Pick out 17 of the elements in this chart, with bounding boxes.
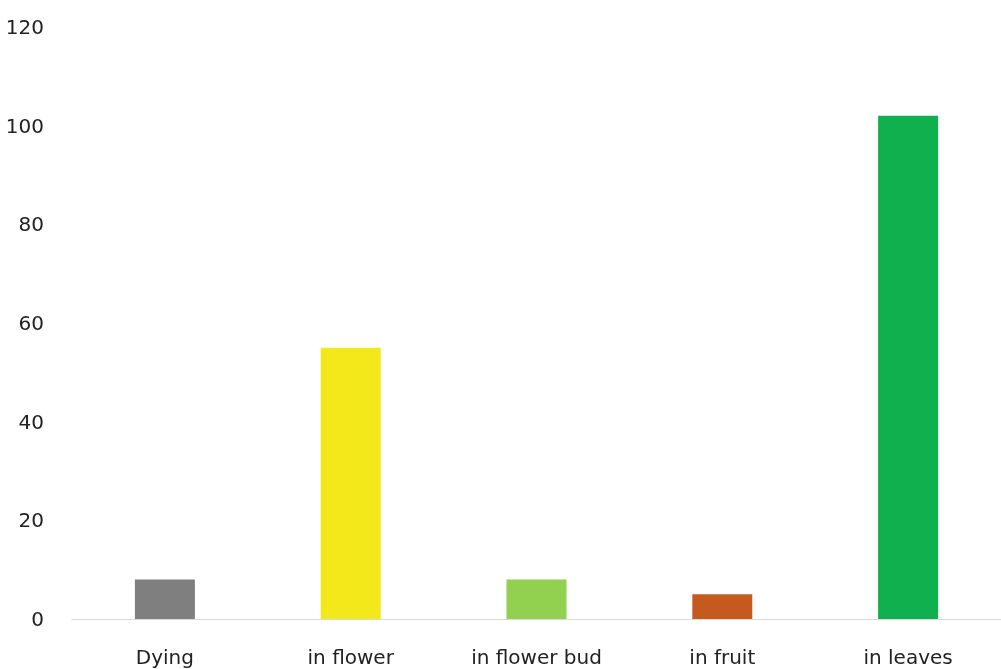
- x-tick-label: Dying: [135, 645, 194, 669]
- bar: [506, 579, 567, 619]
- y-tick-label: 120: [5, 15, 44, 39]
- bar: [320, 347, 381, 619]
- x-tick-label: in leaves: [863, 645, 953, 669]
- bar: [692, 594, 753, 619]
- y-tick-label: 60: [18, 311, 44, 335]
- bar: [878, 115, 939, 619]
- y-tick-label: 20: [18, 508, 44, 533]
- x-tick-label: in fruit: [689, 645, 756, 669]
- y-tick-label: 100: [5, 113, 44, 138]
- x-tick-label: in flower: [307, 645, 395, 669]
- y-tick-label: 0: [31, 607, 44, 631]
- x-tick-label: in flower bud: [471, 645, 602, 669]
- bar: [134, 579, 195, 619]
- y-tick-label: 80: [18, 212, 44, 237]
- y-tick-label: 40: [18, 409, 44, 434]
